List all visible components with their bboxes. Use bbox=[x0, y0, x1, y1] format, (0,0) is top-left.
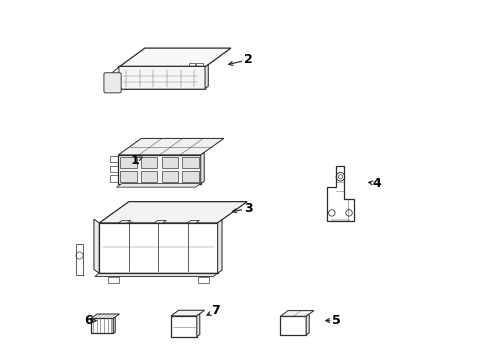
Polygon shape bbox=[99, 202, 247, 223]
Polygon shape bbox=[119, 220, 130, 223]
Polygon shape bbox=[94, 219, 99, 273]
Polygon shape bbox=[113, 317, 115, 333]
Polygon shape bbox=[201, 152, 204, 184]
Text: 2: 2 bbox=[228, 53, 252, 66]
Bar bbox=[120, 171, 137, 182]
Bar bbox=[110, 175, 118, 182]
Polygon shape bbox=[204, 65, 208, 89]
Text: 4: 4 bbox=[368, 177, 381, 190]
Polygon shape bbox=[280, 311, 313, 316]
Polygon shape bbox=[111, 67, 119, 92]
Bar bbox=[108, 277, 119, 283]
Bar bbox=[118, 155, 201, 184]
Bar bbox=[110, 156, 118, 162]
Bar bbox=[120, 157, 137, 168]
Bar bbox=[141, 157, 157, 168]
Bar bbox=[182, 171, 198, 182]
Text: 5: 5 bbox=[325, 314, 340, 327]
Polygon shape bbox=[116, 184, 201, 187]
Text: 7: 7 bbox=[206, 305, 220, 318]
Polygon shape bbox=[196, 314, 200, 337]
Bar bbox=[161, 157, 178, 168]
Bar bbox=[99, 223, 217, 273]
Bar bbox=[171, 316, 196, 337]
Polygon shape bbox=[187, 220, 199, 223]
Text: 3: 3 bbox=[232, 202, 252, 215]
Polygon shape bbox=[217, 220, 222, 273]
Bar bbox=[280, 316, 305, 335]
Polygon shape bbox=[119, 48, 230, 67]
Polygon shape bbox=[95, 273, 217, 276]
FancyBboxPatch shape bbox=[104, 73, 121, 93]
Bar bbox=[182, 157, 198, 168]
Text: 6: 6 bbox=[84, 314, 96, 327]
Bar bbox=[161, 171, 178, 182]
Bar bbox=[198, 277, 208, 283]
Bar bbox=[141, 171, 157, 182]
Text: 1: 1 bbox=[130, 154, 142, 167]
Bar bbox=[91, 319, 113, 333]
Bar bbox=[110, 166, 118, 172]
FancyBboxPatch shape bbox=[118, 66, 205, 89]
Polygon shape bbox=[171, 310, 204, 316]
Polygon shape bbox=[91, 314, 119, 319]
Polygon shape bbox=[154, 220, 166, 223]
Polygon shape bbox=[118, 138, 224, 155]
Polygon shape bbox=[305, 314, 308, 335]
